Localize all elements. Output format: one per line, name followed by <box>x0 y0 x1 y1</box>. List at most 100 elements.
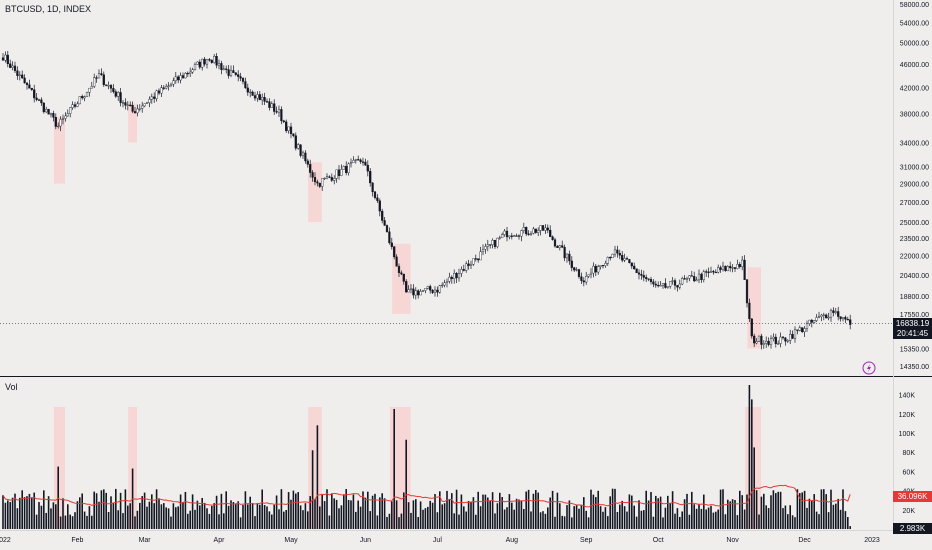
candle-body <box>517 235 521 237</box>
volume-bar <box>635 516 638 529</box>
volume-bar <box>182 501 184 529</box>
price-tick-label: 58000.00 <box>900 2 929 9</box>
candle-body <box>25 82 29 85</box>
time-tick-label: Aug <box>506 537 519 544</box>
volume-bar <box>40 505 43 529</box>
time-tick-label: May <box>284 537 298 544</box>
volume-bar <box>499 492 501 529</box>
volume-bar <box>455 489 458 529</box>
volume-bar <box>136 510 139 529</box>
candle-body <box>301 152 305 156</box>
candle-body <box>335 169 338 179</box>
volume-bar <box>578 508 580 529</box>
candle-body <box>232 70 235 73</box>
candle-body <box>179 75 182 81</box>
candle-body <box>609 257 612 259</box>
candle-body <box>789 334 792 341</box>
volume-bar <box>607 516 609 529</box>
time-tick-label: Apr <box>214 537 226 544</box>
volume-bar <box>304 503 307 529</box>
volume-bar <box>314 498 316 529</box>
volume-bar <box>539 512 542 529</box>
candle-body <box>213 56 216 63</box>
candle-body <box>249 91 252 94</box>
volume-bar <box>551 490 554 529</box>
volume-bar <box>755 490 758 529</box>
candle-body <box>541 225 545 231</box>
volume-bar <box>67 504 69 529</box>
time-tick-label: 2022 <box>0 537 11 544</box>
volume-bar <box>429 500 431 529</box>
volume-bar <box>623 506 626 529</box>
candle-body <box>282 120 285 123</box>
volume-bar <box>81 493 83 529</box>
candle-body <box>229 70 233 76</box>
candle-body <box>429 286 432 291</box>
volume-bar <box>731 499 734 529</box>
candle-body <box>712 271 715 273</box>
volume-bar <box>662 517 664 529</box>
price-tick-label: 14350.00 <box>900 364 929 371</box>
candle-body <box>349 162 353 165</box>
volume-bar <box>391 501 393 529</box>
volume-bar <box>398 517 400 529</box>
candle-body <box>167 85 170 87</box>
volume-bar <box>707 507 710 529</box>
volume-bar <box>775 493 777 529</box>
volume-bar <box>849 526 851 529</box>
volume-pane-title[interactable]: Vol <box>5 382 18 392</box>
volume-bar <box>799 493 801 529</box>
volume-bar <box>655 495 657 529</box>
candle-series <box>1 50 852 350</box>
candle-body <box>731 267 734 269</box>
candle-body <box>678 283 681 288</box>
candle-body <box>258 94 261 101</box>
volume-bar <box>671 491 674 529</box>
volume-bar <box>117 510 119 529</box>
candle-body <box>21 74 24 79</box>
candle-body <box>580 276 583 281</box>
candle-body <box>484 246 487 250</box>
price-tick-label: 15350.00 <box>900 347 929 354</box>
candle-body <box>208 59 211 61</box>
volume-bar <box>645 490 647 529</box>
candle-body <box>157 90 161 94</box>
candle-body <box>373 191 377 198</box>
volume-bar <box>643 510 645 529</box>
candle-body <box>280 109 283 122</box>
volume-bar <box>739 490 741 529</box>
volume-bar <box>715 511 717 529</box>
highlight-zone <box>53 117 65 184</box>
candle-body <box>520 230 523 237</box>
symbol-label[interactable]: BTCUSD, 1D, INDEX <box>5 4 92 14</box>
volume-bar <box>631 495 633 529</box>
volume-bar <box>705 509 707 529</box>
candle-body <box>544 227 547 231</box>
volume-bar <box>376 515 379 529</box>
candle-body <box>81 96 84 99</box>
volume-bar <box>475 514 477 529</box>
candle-body <box>275 111 278 113</box>
volume-bar <box>443 503 446 529</box>
volume-bar <box>35 514 38 529</box>
volume-bar <box>796 489 799 529</box>
candle-body <box>323 177 326 180</box>
volume-bar <box>676 508 679 529</box>
candle-body <box>791 334 794 339</box>
volume-bar <box>179 494 182 529</box>
volume-bar <box>597 490 599 529</box>
candle-body <box>165 86 168 89</box>
candle-body <box>261 97 264 101</box>
candle-body <box>577 269 581 277</box>
volume-bar <box>98 501 100 529</box>
volume-bar <box>95 493 98 529</box>
candle-body <box>822 314 825 316</box>
candle-body <box>700 273 703 280</box>
volume-bar <box>436 512 439 529</box>
volume-bar <box>503 509 506 529</box>
candle-body <box>469 264 473 266</box>
candle-body <box>846 319 849 321</box>
candle-body <box>412 288 415 296</box>
candle-body <box>251 91 254 96</box>
price-tick-label: 34000.00 <box>900 140 929 147</box>
